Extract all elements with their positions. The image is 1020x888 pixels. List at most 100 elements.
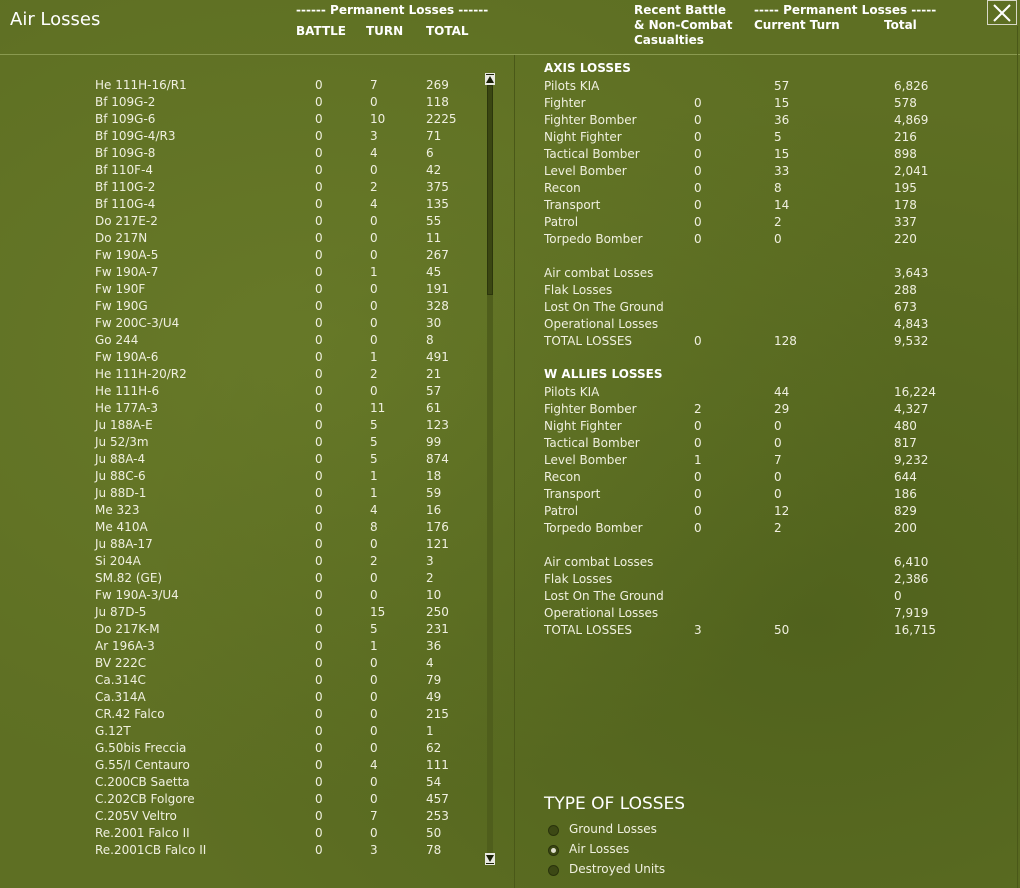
aircraft-row[interactable]: Do 217K-M 0 5 231 bbox=[0, 622, 485, 639]
aircraft-total-losses: 231 bbox=[426, 622, 449, 636]
radio-unselected-icon[interactable] bbox=[548, 865, 559, 876]
scroll-track[interactable] bbox=[487, 85, 493, 853]
aircraft-row[interactable]: Ar 196A-3 0 1 36 bbox=[0, 639, 485, 656]
aircraft-row[interactable]: G.55/I Centauro 0 4 111 bbox=[0, 758, 485, 775]
aircraft-row[interactable]: CR.42 Falco 0 0 215 bbox=[0, 707, 485, 724]
aircraft-total-losses: 191 bbox=[426, 282, 449, 296]
aircraft-row[interactable]: He 111H-20/R2 0 2 21 bbox=[0, 367, 485, 384]
aircraft-row[interactable]: Ju 88A-4 0 5 874 bbox=[0, 452, 485, 469]
aircraft-row[interactable]: Bf 109G-8 0 4 6 bbox=[0, 146, 485, 163]
loss-label: Fighter Bomber bbox=[544, 402, 637, 416]
aircraft-row[interactable]: Ju 87D-5 0 15 250 bbox=[0, 605, 485, 622]
aircraft-name: Do 217K-M bbox=[95, 622, 160, 636]
aircraft-row[interactable]: C.202CB Folgore 0 0 457 bbox=[0, 792, 485, 809]
aircraft-row[interactable]: Fw 190G 0 0 328 bbox=[0, 299, 485, 316]
aircraft-row[interactable]: BV 222C 0 0 4 bbox=[0, 656, 485, 673]
aircraft-row[interactable]: G.50bis Freccia 0 0 62 bbox=[0, 741, 485, 758]
aircraft-battle-losses: 0 bbox=[315, 554, 323, 568]
aircraft-row[interactable]: Ju 188A-E 0 5 123 bbox=[0, 418, 485, 435]
aircraft-row[interactable]: Ca.314A 0 0 49 bbox=[0, 690, 485, 707]
aircraft-row[interactable]: Fw 190F 0 0 191 bbox=[0, 282, 485, 299]
radio-unselected-icon[interactable] bbox=[548, 825, 559, 836]
aircraft-name: G.50bis Freccia bbox=[95, 741, 187, 755]
aircraft-name: Ca.314A bbox=[95, 690, 146, 704]
aircraft-row[interactable]: Bf 110F-4 0 0 42 bbox=[0, 163, 485, 180]
scroll-down-button[interactable] bbox=[485, 853, 495, 865]
aircraft-total-losses: 42 bbox=[426, 163, 442, 177]
aircraft-row[interactable]: Fw 200C-3/U4 0 0 30 bbox=[0, 316, 485, 333]
loss-total: 337 bbox=[894, 215, 917, 229]
aircraft-row[interactable]: Ca.314C 0 0 79 bbox=[0, 673, 485, 690]
aircraft-total-losses: 3 bbox=[426, 554, 434, 568]
aircraft-row[interactable]: Do 217N 0 0 11 bbox=[0, 231, 485, 248]
aircraft-row[interactable]: Ju 88A-17 0 0 121 bbox=[0, 537, 485, 554]
scroll-up-button[interactable] bbox=[485, 73, 495, 85]
aircraft-battle-losses: 0 bbox=[315, 112, 323, 126]
loss-current-turn: 0 bbox=[774, 470, 782, 484]
loss-row: Fighter 0 15 578 bbox=[544, 96, 1004, 113]
scroll-thumb[interactable] bbox=[487, 85, 493, 295]
aircraft-row[interactable]: Ju 88C-6 0 1 18 bbox=[0, 469, 485, 486]
aircraft-row[interactable]: C.200CB Saetta 0 0 54 bbox=[0, 775, 485, 792]
aircraft-row[interactable]: Fw 190A-5 0 0 267 bbox=[0, 248, 485, 265]
aircraft-total-losses: 267 bbox=[426, 248, 449, 262]
aircraft-row[interactable]: Ju 52/3m 0 5 99 bbox=[0, 435, 485, 452]
right-edge bbox=[1017, 26, 1018, 888]
aircraft-row[interactable]: Fw 190A-6 0 1 491 bbox=[0, 350, 485, 367]
aircraft-row[interactable]: Ju 88D-1 0 1 59 bbox=[0, 486, 485, 503]
close-button[interactable] bbox=[987, 0, 1017, 25]
aircraft-battle-losses: 0 bbox=[315, 520, 323, 534]
summary-total: 6,410 bbox=[894, 555, 929, 569]
aircraft-row[interactable]: Fw 190A-7 0 1 45 bbox=[0, 265, 485, 282]
loss-total: 4,869 bbox=[894, 113, 929, 127]
loss-recent: 0 bbox=[694, 232, 702, 246]
loss-type-option[interactable]: Air Losses bbox=[548, 842, 748, 860]
aircraft-row[interactable]: Me 323 0 4 16 bbox=[0, 503, 485, 520]
aircraft-row[interactable]: He 111H-16/R1 0 7 269 bbox=[0, 78, 485, 95]
loss-current-turn: 15 bbox=[774, 96, 790, 110]
loss-type-option[interactable]: Ground Losses bbox=[548, 822, 748, 840]
aircraft-battle-losses: 0 bbox=[315, 248, 323, 262]
loss-label: Night Fighter bbox=[544, 419, 622, 433]
aircraft-row[interactable]: Bf 109G-2 0 0 118 bbox=[0, 95, 485, 112]
summary-label: Air combat Losses bbox=[544, 266, 654, 280]
aircraft-row[interactable]: Bf 110G-2 0 2 375 bbox=[0, 180, 485, 197]
aircraft-row[interactable]: Do 217E-2 0 0 55 bbox=[0, 214, 485, 231]
aircraft-row[interactable]: Fw 190A-3/U4 0 0 10 bbox=[0, 588, 485, 605]
column-total-right: Total bbox=[884, 18, 917, 32]
aircraft-turn-losses: 1 bbox=[370, 265, 378, 279]
aircraft-row[interactable]: He 177A-3 0 11 61 bbox=[0, 401, 485, 418]
aircraft-row[interactable]: C.205V Veltro 0 7 253 bbox=[0, 809, 485, 826]
loss-label: Level Bomber bbox=[544, 453, 627, 467]
loss-row: Patrol 0 2 337 bbox=[544, 215, 1004, 232]
aircraft-row[interactable]: Re.2001 Falco II 0 0 50 bbox=[0, 826, 485, 843]
column-current-turn: Current Turn bbox=[754, 18, 840, 32]
loss-recent: 2 bbox=[694, 402, 702, 416]
aircraft-turn-losses: 0 bbox=[370, 214, 378, 228]
aircraft-total-losses: 71 bbox=[426, 129, 442, 143]
aircraft-row[interactable]: G.12T 0 0 1 bbox=[0, 724, 485, 741]
summary-label: Air combat Losses bbox=[544, 555, 654, 569]
aircraft-row[interactable]: Si 204A 0 2 3 bbox=[0, 554, 485, 571]
aircraft-list-scrollbar[interactable] bbox=[485, 73, 495, 865]
aircraft-row[interactable]: Bf 109G-4/R3 0 3 71 bbox=[0, 129, 485, 146]
aircraft-row[interactable]: He 111H-6 0 0 57 bbox=[0, 384, 485, 401]
summary-total: 288 bbox=[894, 283, 917, 297]
loss-row: Level Bomber 1 7 9,232 bbox=[544, 453, 1004, 470]
loss-row: Torpedo Bomber 0 0 220 bbox=[544, 232, 1004, 249]
aircraft-row[interactable]: Bf 110G-4 0 4 135 bbox=[0, 197, 485, 214]
loss-type-option[interactable]: Destroyed Units bbox=[548, 862, 748, 880]
aircraft-battle-losses: 0 bbox=[315, 316, 323, 330]
aircraft-row[interactable]: SM.82 (GE) 0 0 2 bbox=[0, 571, 485, 588]
aircraft-battle-losses: 0 bbox=[315, 843, 323, 857]
radio-selected-icon[interactable] bbox=[548, 845, 559, 856]
aircraft-total-losses: 50 bbox=[426, 826, 442, 840]
aircraft-row[interactable]: Me 410A 0 8 176 bbox=[0, 520, 485, 537]
aircraft-list[interactable]: He 111H-16/R1 0 7 269 Bf 109G-2 0 0 118 Bf 109G-… bbox=[0, 78, 485, 866]
aircraft-row[interactable]: Bf 109G-6 0 10 2225 bbox=[0, 112, 485, 129]
aircraft-battle-losses: 0 bbox=[315, 299, 323, 313]
aircraft-total-losses: 49 bbox=[426, 690, 442, 704]
aircraft-total-losses: 176 bbox=[426, 520, 449, 534]
aircraft-row[interactable]: Re.2001CB Falco II 0 3 78 bbox=[0, 843, 485, 860]
aircraft-row[interactable]: Go 244 0 0 8 bbox=[0, 333, 485, 350]
